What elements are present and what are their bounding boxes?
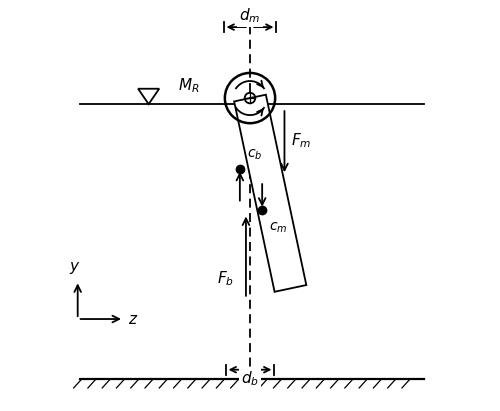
Text: $F_b$: $F_b$	[217, 269, 234, 288]
Text: $d_b$: $d_b$	[241, 369, 259, 388]
Text: $y$: $y$	[68, 260, 80, 276]
Text: $F_m$: $F_m$	[290, 131, 311, 150]
Text: $z$: $z$	[128, 312, 138, 326]
Polygon shape	[234, 95, 306, 292]
Text: $c_b$: $c_b$	[247, 147, 262, 162]
Text: $c_m$: $c_m$	[270, 221, 288, 236]
Text: $M_R$: $M_R$	[178, 76, 200, 95]
Text: $d_m$: $d_m$	[240, 7, 260, 25]
